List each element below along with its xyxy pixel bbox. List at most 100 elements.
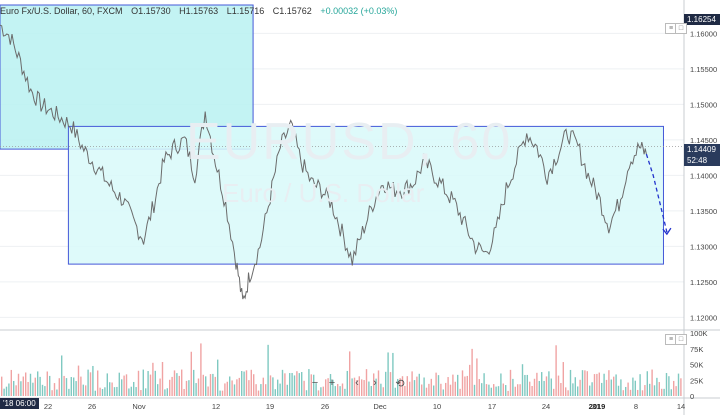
- volume-bar: [397, 378, 399, 396]
- volume-bar: [85, 385, 87, 396]
- x-tick-label: 26: [88, 402, 96, 411]
- volume-bar: [632, 377, 634, 396]
- volume-bar: [421, 384, 423, 396]
- volume-bar: [87, 369, 89, 396]
- volume-bar: [442, 389, 444, 396]
- volume-bar: [133, 381, 135, 396]
- open-value: O1.15730: [131, 6, 171, 16]
- volume-bar: [555, 345, 557, 396]
- low-value: L1.15716: [226, 6, 265, 16]
- volume-bar: [190, 351, 192, 396]
- volume-bar: [94, 390, 96, 396]
- y-tick-label: 1.15500: [690, 65, 717, 74]
- zoom-in-button[interactable]: +: [328, 377, 336, 389]
- volume-bar: [601, 382, 603, 396]
- volume-bar: [644, 385, 646, 396]
- volume-bar: [20, 381, 22, 396]
- y-tick-label: 1.12500: [690, 278, 717, 287]
- volume-bar: [490, 387, 492, 396]
- y-tick-label: 1.14500: [690, 136, 717, 145]
- volume-bar: [193, 369, 195, 396]
- volume-bar: [325, 379, 327, 396]
- volume-bar: [430, 378, 432, 396]
- volume-bar: [377, 370, 380, 396]
- volume-bar: [61, 355, 63, 396]
- volume-bar: [34, 377, 36, 396]
- volume-bar: [68, 388, 70, 396]
- pane-maximize-icon[interactable]: □: [675, 23, 687, 34]
- price-series-line: [0, 24, 647, 300]
- volume-bar: [524, 374, 526, 396]
- volume-bar: [548, 371, 550, 396]
- volume-bar: [447, 377, 449, 396]
- volume-bar: [207, 386, 209, 396]
- volume-bar: [406, 376, 408, 396]
- volume-bar: [121, 379, 123, 396]
- volume-bar: [661, 388, 663, 396]
- volume-bar: [250, 369, 252, 396]
- volume-bar: [346, 370, 348, 396]
- reset-chart-button[interactable]: ⟲: [395, 378, 405, 390]
- volume-bar: [620, 379, 622, 396]
- volume-bar: [241, 371, 243, 396]
- volume-bar: [361, 379, 363, 396]
- volume-bar: [550, 378, 552, 396]
- volume-bar: [157, 384, 159, 396]
- volume-bar: [277, 379, 279, 396]
- countdown-tag: 52:48: [684, 155, 720, 166]
- volume-bar: [272, 377, 274, 396]
- volume-bar: [370, 386, 372, 396]
- volume-bar: [608, 370, 610, 396]
- volume-bar: [416, 376, 418, 396]
- volume-tick-label: 75K: [690, 345, 703, 354]
- volume-bar: [58, 378, 60, 396]
- symbol-label: Euro Fx/U.S. Dollar, 60, FXCM: [0, 6, 123, 16]
- volume-bar: [567, 390, 569, 396]
- volume-bar: [373, 373, 375, 396]
- volume-bar: [51, 390, 53, 396]
- volume-bar: [349, 351, 351, 396]
- volume-bar: [73, 377, 75, 396]
- volume-bar: [224, 383, 226, 396]
- volume-bar: [502, 383, 504, 396]
- volume-bar: [615, 374, 617, 396]
- volume-bar: [137, 370, 140, 396]
- volume-bar: [185, 380, 188, 396]
- volume-bar: [634, 380, 636, 396]
- volume-bar: [665, 372, 668, 396]
- volume-bar: [149, 374, 152, 396]
- volume-bar: [423, 377, 425, 396]
- volume-bar: [286, 384, 288, 396]
- volume-bar: [176, 373, 178, 396]
- x-tick-label: 26: [321, 402, 329, 411]
- volume-bar: [536, 372, 538, 396]
- volume-bar: [425, 387, 428, 396]
- volume-bar: [565, 387, 567, 396]
- volume-bar: [533, 378, 536, 396]
- volume-bar: [70, 377, 72, 396]
- top-price-tag: 1.16254: [684, 14, 720, 25]
- volume-bar: [363, 380, 365, 396]
- volume-bar: [675, 386, 677, 396]
- volume-bar: [135, 387, 137, 396]
- volume-bar: [1, 376, 3, 396]
- volume-bar: [63, 375, 65, 396]
- volume-bar: [334, 386, 336, 396]
- volume-bar: [457, 374, 459, 396]
- scroll-left-button[interactable]: ‹: [355, 377, 359, 389]
- volume-bar: [301, 372, 303, 396]
- volume-bar: [596, 373, 598, 396]
- zoom-out-button[interactable]: −: [311, 377, 319, 389]
- volume-maximize-icon[interactable]: □: [675, 334, 687, 345]
- volume-bar: [622, 390, 624, 396]
- volume-bar: [337, 383, 339, 396]
- volume-bar: [214, 376, 216, 396]
- volume-bar: [303, 380, 305, 396]
- volume-bar: [265, 384, 267, 396]
- volume-bar: [152, 362, 154, 396]
- volume-bar: [32, 382, 34, 396]
- volume-bar: [281, 369, 284, 396]
- scroll-right-button[interactable]: ›: [373, 377, 377, 389]
- volume-bar: [77, 365, 80, 396]
